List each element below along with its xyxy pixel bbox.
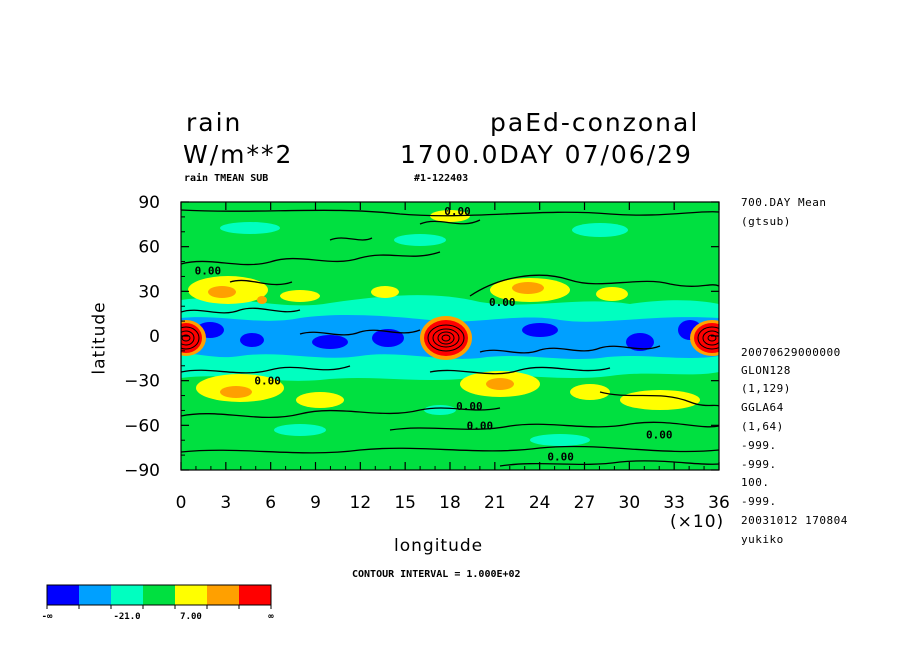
- contour-labels: 0.00 0.00 0.00 0.00 0.00 0.00 0.00 0.00: [195, 205, 673, 464]
- x-tick-label: 36: [708, 493, 730, 513]
- x-axis-label: longitude: [394, 536, 484, 556]
- colorbar: -∞ -21.0 7.00 ∞: [42, 584, 274, 622]
- x-tick-label: 15: [394, 493, 416, 513]
- contour-label: 0.00: [444, 205, 471, 218]
- colorbar-swatch: [239, 585, 271, 605]
- colorbar-swatch: [207, 585, 239, 605]
- x-axis-multiplier: (×10): [670, 512, 725, 532]
- x-tick-label: 6: [265, 493, 276, 513]
- side-info-user: yukiko: [741, 533, 784, 546]
- contour-label: 0.00: [646, 428, 673, 441]
- contour-label: 0.00: [254, 375, 281, 388]
- side-info-top-1: 700.DAY Mean: [741, 196, 827, 209]
- y-tick-label: −60: [124, 416, 160, 436]
- colorbar-swatch: [79, 585, 111, 605]
- side-info-timestamp: 20031012 170804: [741, 514, 848, 527]
- x-tick-label: 33: [663, 493, 685, 513]
- colorbar-label: -21.0: [113, 612, 140, 622]
- x-tick-label: 0: [176, 493, 187, 513]
- side-info-ggla: GGLA64: [741, 401, 784, 414]
- units-label: W/m**2: [183, 140, 294, 169]
- side-info-glon-range: (1,129): [741, 382, 791, 395]
- side-info-date: 20070629000000: [741, 346, 841, 359]
- y-axis-label: latitude: [89, 301, 110, 375]
- y-tick-label: −30: [124, 372, 160, 392]
- colorbar-swatch: [111, 585, 143, 605]
- x-axis-ticks: 0 3 6 9 12 15 18 21 24 27 30 33 36: [176, 202, 730, 513]
- subtitle-left: rain TMEAN SUB: [184, 173, 269, 184]
- contour-label: 0.00: [467, 419, 494, 432]
- side-info-top-2: (gtsub): [741, 215, 791, 228]
- colorbar-label: 7.00: [180, 612, 202, 622]
- colorbar-swatch: [175, 585, 207, 605]
- variable-name: rain: [186, 108, 243, 137]
- experiment-name: paEd-conzonal: [490, 108, 700, 137]
- rain-field: [181, 202, 719, 470]
- contour-label: 0.00: [547, 451, 574, 464]
- y-tick-label: −90: [124, 461, 160, 481]
- maxima-contours: [181, 324, 719, 352]
- y-tick-label: 60: [138, 238, 160, 258]
- colorbar-swatch: [143, 585, 175, 605]
- contour-label: 0.00: [489, 296, 516, 309]
- contour-interval-note: CONTOUR INTERVAL = 1.000E+02: [352, 569, 521, 580]
- side-info-missing-3: -999.: [741, 495, 777, 508]
- colorbar-swatch: [47, 585, 79, 605]
- side-info-value-100: 100.: [741, 476, 770, 489]
- x-tick-label: 9: [310, 493, 321, 513]
- x-tick-label: 27: [574, 493, 596, 513]
- y-axis-ticks: 90 60 30 0 −30 −60 −90: [124, 193, 719, 481]
- x-tick-label: 12: [350, 493, 372, 513]
- subtitle-right: #1-122403: [414, 173, 469, 184]
- x-tick-label: 3: [220, 493, 231, 513]
- side-info-ggla-range: (1,64): [741, 420, 784, 433]
- y-tick-label: 30: [138, 282, 160, 302]
- colorbar-frame: [46, 584, 272, 606]
- zero-contours: [181, 209, 719, 467]
- contour-label: 0.00: [195, 264, 222, 277]
- subtropical-orange-cores: [208, 282, 544, 398]
- deep-blue-cores: [196, 320, 702, 351]
- y-tick-label: 90: [138, 193, 160, 213]
- colorbar-label: ∞: [268, 612, 274, 622]
- x-tick-label: 30: [619, 493, 641, 513]
- side-info-missing-2: -999.: [741, 458, 777, 471]
- x-tick-label: 18: [439, 493, 461, 513]
- y-tick-label: 0: [149, 327, 160, 347]
- colorbar-label: -∞: [42, 612, 53, 622]
- x-tick-label: 24: [529, 493, 551, 513]
- red-maxima: [181, 316, 719, 360]
- midlat-cyan-patches: [220, 222, 628, 446]
- side-info-glon: GLON128: [741, 364, 791, 377]
- x-tick-label: 21: [484, 493, 506, 513]
- side-info-missing-1: -999.: [741, 439, 777, 452]
- time-label: 1700.0DAY 07/06/29: [400, 140, 693, 169]
- contour-label: 0.00: [456, 400, 483, 413]
